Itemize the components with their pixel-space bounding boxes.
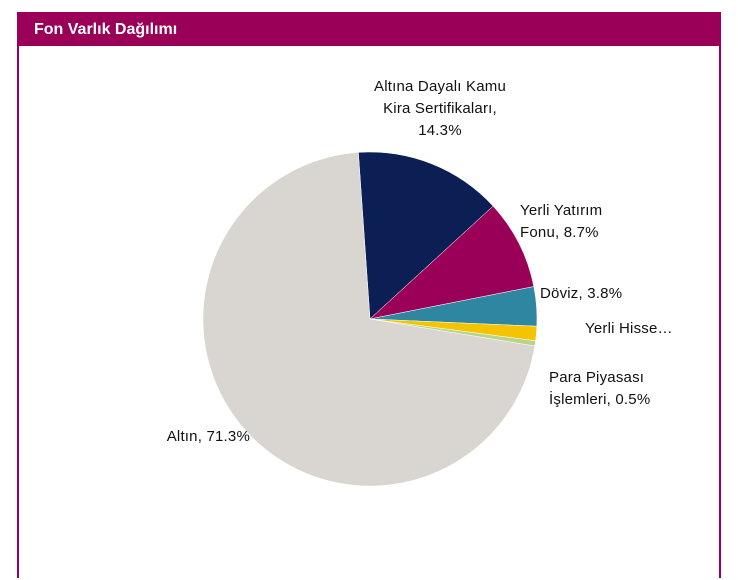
panel-title: Fon Varlık Dağılımı	[19, 14, 719, 46]
pie-slice	[358, 151, 494, 320]
pie-slice	[369, 205, 535, 320]
data-label: Para Piyasası İşlemleri, 0.5%	[549, 369, 651, 408]
data-label: Altına Dayalı Kamu Kira Sertifikaları, 1…	[374, 78, 506, 139]
data-label: Döviz, 3.8%	[540, 285, 623, 302]
data-label: Altın, 71.3%	[166, 428, 250, 445]
data-label: Yerli Hisse…	[585, 320, 673, 337]
pie-slice	[202, 152, 536, 487]
data-label: Yerli Yatırım Fonu, 8.7%	[520, 202, 603, 241]
